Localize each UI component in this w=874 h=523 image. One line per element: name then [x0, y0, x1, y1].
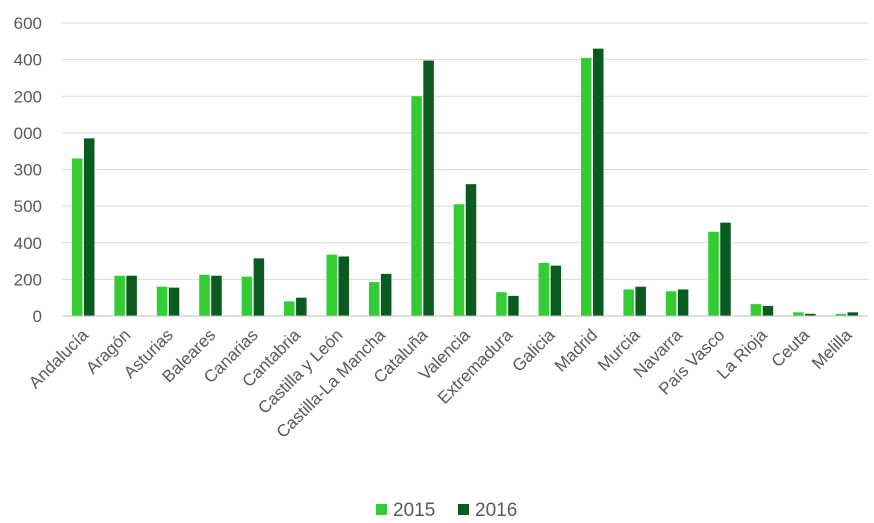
bar-2015-8: [411, 96, 422, 316]
y-tick-label: 400: [14, 234, 42, 253]
y-tick-label: 0: [33, 307, 42, 326]
bar-2015-2: [156, 286, 168, 316]
bar-2016-18: [847, 312, 859, 316]
bar-2015-0: [71, 158, 83, 316]
bar-2016-7: [380, 273, 392, 316]
bar-2016-10: [508, 295, 519, 316]
bar-2016-15: [720, 222, 731, 316]
bars: [71, 48, 859, 317]
bar-2015-5: [284, 301, 295, 316]
bar-2015-16: [750, 304, 762, 316]
bar-2016-5: [296, 297, 307, 316]
y-tick-label: 600: [14, 14, 42, 33]
bar-2016-3: [211, 275, 222, 316]
y-tick-label: 300: [14, 161, 42, 180]
bar-2015-4: [241, 276, 253, 316]
y-tick-label: 400: [14, 51, 42, 70]
bar-2015-12: [581, 57, 592, 316]
bar-2016-14: [677, 289, 689, 316]
bar-2015-3: [199, 274, 210, 316]
bar-2015-18: [835, 313, 847, 316]
bar-2015-15: [708, 231, 719, 316]
bar-2015-14: [665, 291, 677, 316]
bar-2016-12: [593, 48, 604, 316]
bar-2015-9: [453, 204, 465, 316]
bar-2016-16: [762, 305, 774, 316]
bar-2015-11: [538, 262, 550, 316]
legend: 2015 2016: [376, 500, 517, 521]
gridlines: [62, 22, 868, 280]
y-tick-label: 000: [14, 124, 42, 143]
y-tick-label: 500: [14, 197, 42, 216]
x-category-label: Ceuta: [768, 325, 814, 371]
x-category-label: Melilla: [808, 325, 856, 373]
bar-2015-7: [368, 282, 380, 316]
x-category-label: Madrid: [551, 325, 601, 375]
y-tick-label: 200: [14, 270, 42, 289]
bar-2016-0: [83, 138, 95, 316]
bar-2016-6: [338, 256, 349, 316]
x-category-label: Andalucía: [25, 325, 92, 392]
legend-swatch-2016: [458, 504, 469, 515]
x-category-label: Extremadura: [434, 325, 517, 408]
bar-2016-11: [550, 265, 562, 316]
bar-2016-4: [253, 258, 265, 316]
legend-swatch-2015: [376, 504, 387, 515]
y-axis-tick-labels: 0 200 400 500 300 000 200 400 600: [14, 14, 42, 326]
bar-2016-2: [168, 287, 180, 316]
x-axis-category-labels: AndalucíaAragónAsturiasBalearesCanariasC…: [25, 325, 856, 442]
bar-2016-17: [805, 313, 816, 316]
bar-2015-10: [496, 292, 507, 316]
bar-2015-6: [326, 254, 337, 316]
y-tick-label: 200: [14, 87, 42, 106]
bar-2015-1: [114, 275, 125, 316]
legend-label-2016: 2016: [475, 500, 517, 521]
x-category-label: Galicia: [508, 325, 559, 376]
bar-2016-8: [423, 60, 434, 317]
bar-2015-17: [793, 312, 804, 316]
legend-label-2015: 2015: [393, 500, 435, 521]
bar-2015-13: [623, 289, 634, 316]
bar-2016-9: [465, 184, 477, 316]
bar-2016-1: [126, 275, 137, 316]
bar-2016-13: [635, 286, 646, 316]
